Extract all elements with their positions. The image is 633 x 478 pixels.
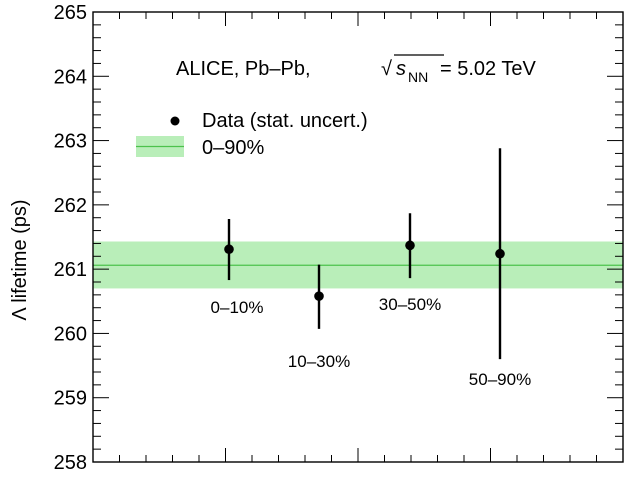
y-tick-label: 262 <box>54 195 87 217</box>
data-point <box>314 291 324 301</box>
centrality-label: 30–50% <box>379 295 441 314</box>
data-point <box>224 244 234 255</box>
annotation-subscript: NN <box>408 69 428 85</box>
y-tick-label: 259 <box>54 388 87 410</box>
centrality-label: 0–10% <box>211 298 264 317</box>
plot-frame <box>92 11 624 463</box>
legend-marker-data <box>170 116 180 126</box>
y-tick-label: 258 <box>54 452 87 474</box>
y-tick-label: 264 <box>54 66 87 88</box>
y-tick-label: 265 <box>54 2 87 24</box>
annotation-prefix: ALICE, Pb–Pb, <box>176 58 311 80</box>
centrality-label: 50–90% <box>469 370 531 389</box>
experiment-annotation: ALICE, Pb–Pb, √ s NN = 5.02 TeV <box>176 54 536 85</box>
data-point <box>405 240 415 251</box>
data-point <box>495 248 505 259</box>
y-tick-label: 261 <box>54 259 87 281</box>
centrality-label: 10–30% <box>288 352 350 371</box>
legend: Data (stat. uncert.) 0–90% <box>136 110 368 159</box>
annotation-sqrt-symbol: √ <box>381 58 392 80</box>
annotation-suffix: = 5.02 TeV <box>440 58 536 80</box>
y-tick-label: 260 <box>54 323 87 345</box>
y-axis-title: Λ lifetime (ps) <box>9 199 31 320</box>
y-tick-label: 263 <box>54 131 87 153</box>
legend-label-data: Data (stat. uncert.) <box>202 110 368 132</box>
legend-label-band: 0–90% <box>202 137 264 159</box>
annotation-variable: s <box>396 58 406 80</box>
